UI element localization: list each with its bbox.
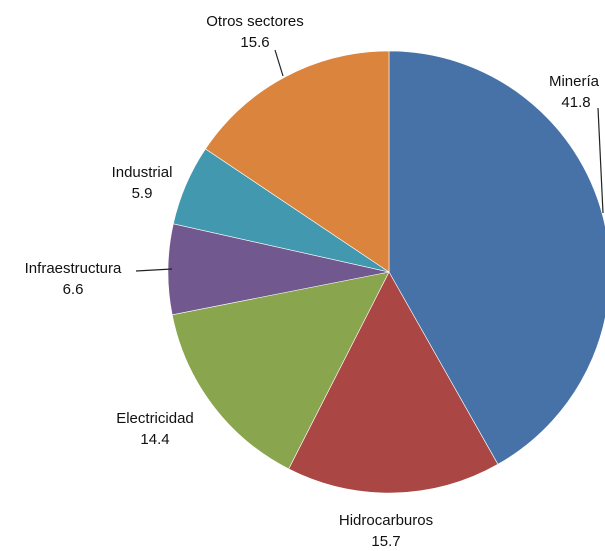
pie-slices	[167, 50, 605, 494]
slice-value-electricidad: 14.4	[140, 431, 169, 448]
slice-label-electricidad: Electricidad	[116, 410, 194, 427]
leader-line-infraestructura	[135, 268, 173, 272]
label-electricidad: Electricidad 14.4	[116, 410, 194, 448]
pie-slice-otros-sectores	[205, 50, 390, 273]
slice-label-hidrocarburos: Hidrocarburos	[339, 512, 433, 529]
slice-value-infraestructura: 6.6	[63, 281, 84, 298]
pie-slice-electricidad	[171, 271, 390, 470]
leader-lines	[135, 49, 604, 272]
pie-slice-mineria	[388, 50, 605, 465]
label-infraestructura: Infraestructura 6.6	[25, 260, 122, 298]
slice-value-mineria: 41.8	[561, 94, 590, 111]
slice-label-infraestructura: Infraestructura	[25, 260, 122, 277]
leader-line-otros-sectores	[274, 49, 284, 77]
label-industrial: Industrial 5.9	[112, 164, 173, 202]
slice-value-industrial: 5.9	[132, 185, 153, 202]
pie-slice-hidrocarburos	[288, 271, 499, 494]
label-otros-sectores: Otros sectores 15.6	[206, 13, 304, 51]
slice-value-hidrocarburos: 15.7	[371, 533, 400, 550]
label-mineria: Minería 41.8	[549, 73, 600, 111]
slice-value-otros-sectores: 15.6	[240, 34, 269, 51]
slice-label-otros-sectores: Otros sectores	[206, 13, 304, 30]
slice-label-mineria: Minería	[549, 73, 600, 90]
leader-line-mineria	[597, 107, 604, 214]
label-hidrocarburos: Hidrocarburos 15.7	[339, 512, 433, 550]
slice-label-industrial: Industrial	[112, 164, 173, 181]
